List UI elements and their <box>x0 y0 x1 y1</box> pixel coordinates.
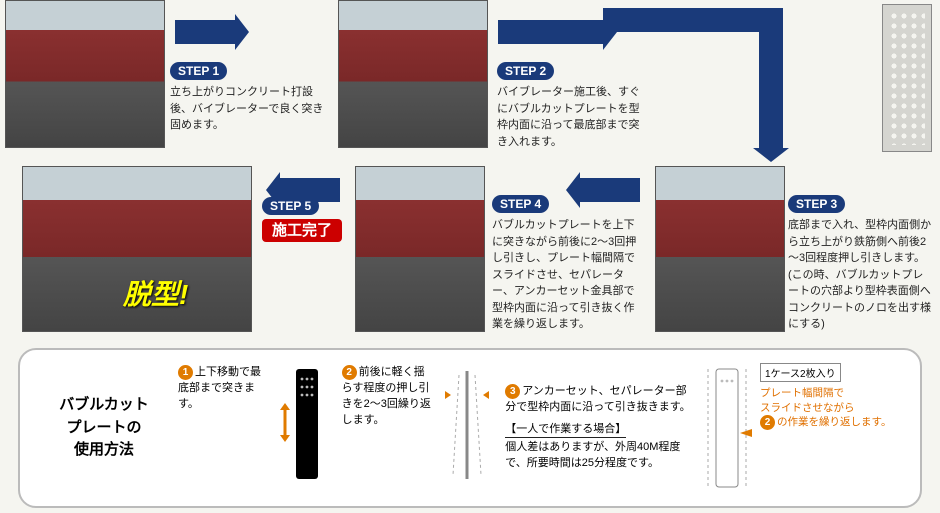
step2-block: STEP 2 バイブレーター施工後、すぐにバブルカットプレートを型枠内面に沿って… <box>497 62 647 150</box>
step2-text: バイブレーター施工後、すぐにバブルカットプレートを型枠内面に沿って最底部まで突き… <box>497 84 647 150</box>
num-1-icon: 1 <box>178 365 193 380</box>
usage-col-4: 1ケース2枚入り プレート幅間隔で スライドさせながら 2の作業を繰り返します。 <box>696 363 906 493</box>
instruction-panel: STEP 1 立ち上がりコンクリート打設後、バイブレーターで良く突き固めます。 … <box>0 0 940 513</box>
step1-text: 立ち上がりコンクリート打設後、バイブレーターで良く突き固めます。 <box>170 84 325 134</box>
case-label: 1ケース2枚入り <box>760 363 841 382</box>
usage-box: バブルカット プレートの 使用方法 1上下移動で最底部まで突きます。 <box>18 348 922 508</box>
step2-image <box>338 0 488 148</box>
usage-3-text: アンカーセット、セパレーター部分で型枠内面に沿って引き抜きます。 <box>505 385 690 413</box>
diagram-2 <box>437 365 497 491</box>
diagram-1 <box>274 365 334 491</box>
usage-col-3: 3アンカーセット、セパレーター部分で型枠内面に沿って引き抜きます。 【一人で作業… <box>501 384 696 473</box>
arrow-2-right <box>498 20 603 44</box>
arrow-bar-top <box>603 8 783 32</box>
step1-block: STEP 1 立ち上がりコンクリート打設後、バイブレーターで良く突き固めます。 <box>170 62 325 134</box>
step4-label: STEP 4 <box>492 195 549 213</box>
solo-head: 【一人で作業する場合】 <box>505 422 626 439</box>
usage-col-1: 1上下移動で最底部まで突きます。 <box>174 365 338 491</box>
step3-text: 底部まで入れ、型枠内面側から立ち上がり鉄筋側へ前後2～3回程度押し引きします。(… <box>788 217 933 333</box>
step5-badge: 施工完了 <box>262 219 342 242</box>
step5-image: 脱型! <box>22 166 252 332</box>
step3-block: STEP 3 底部まで入れ、型枠内面側から立ち上がり鉄筋側へ前後2～3回程度押し… <box>788 195 933 333</box>
arrow-down-3 <box>759 8 783 148</box>
usage-title: バブルカット プレートの 使用方法 <box>34 394 174 462</box>
step3-label: STEP 3 <box>788 195 845 213</box>
step3-image <box>655 166 785 332</box>
usage-col-2: 2前後に軽く揺らす程度の押し引きを2～3回繰り返します。 <box>338 365 502 491</box>
num-2-icon: 2 <box>342 365 357 380</box>
usage-title-l2: プレートの <box>66 419 141 436</box>
step4-block: STEP 4 バブルカットプレートを上下に突きながら前後に2～3回押し引きし、プ… <box>492 195 644 333</box>
step5-label: STEP 5 <box>262 197 319 215</box>
step4-image <box>355 166 485 332</box>
usage-title-l3: 使用方法 <box>74 441 134 458</box>
solo-text: 個人差はありますが、外周40M程度で、所要時間は25分程度です。 <box>505 440 692 472</box>
step1-image <box>5 0 165 148</box>
diagram-4 <box>696 363 756 493</box>
step1-label: STEP 1 <box>170 62 227 80</box>
num-3-icon: 3 <box>505 384 520 399</box>
step2-label: STEP 2 <box>497 62 554 80</box>
step5-block: STEP 5 施工完了 <box>262 197 342 240</box>
orange-hint: プレート幅間隔で スライドさせながら 2の作業を繰り返します。 <box>760 386 906 430</box>
arrow-1-2 <box>175 20 235 44</box>
usage-title-l1: バブルカット <box>59 396 149 413</box>
datsu-text: 脱型! <box>123 273 188 313</box>
step4-text: バブルカットプレートを上下に突きながら前後に2～3回押し引きし、プレート幅間隔で… <box>492 217 644 333</box>
product-plate-graphic <box>882 4 932 152</box>
